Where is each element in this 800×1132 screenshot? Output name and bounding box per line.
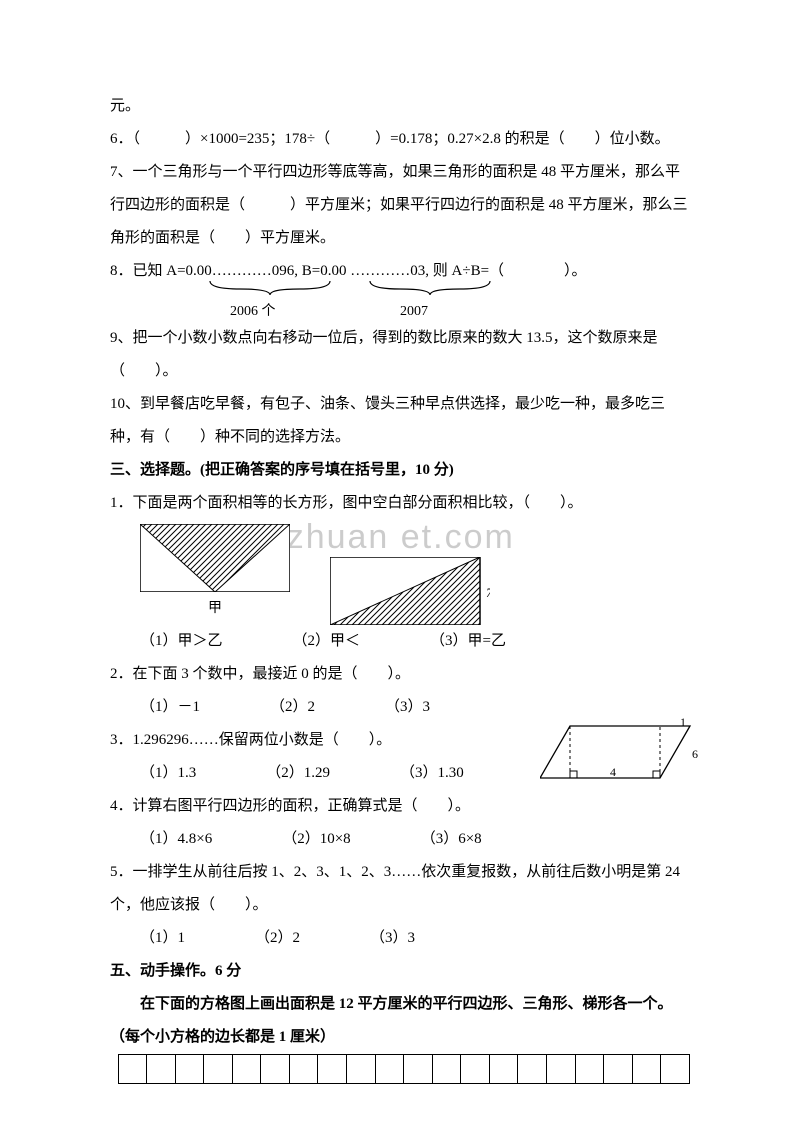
s3q1-figures: 甲 7 [140,524,690,625]
s3q4-opt3: （3）6×8 [421,823,482,856]
s3q4-opt2: （2）10×8 [282,823,350,856]
s5-text: 在下面的方格图上画出面积是 12 平方厘米的平行四边形、三角形、梯形各一个。（每… [110,988,690,1054]
s3q3-opt2: （2）1.29 [266,757,330,790]
q9: 9、把一个小数小数点向右移动一位后，得到的数比原来的数大 13.5，这个数原来是… [110,322,690,388]
s3q3-opt3: （3）1.30 [400,757,464,790]
s3q1: 1．下面是两个面积相等的长方形，图中空白部分面积相比较，（ ）。 [110,487,690,520]
s3q4: 4．计算右图平行四边形的面积，正确算式是（ ）。 [110,790,690,823]
grid-row [118,1054,690,1083]
s3q2-opt2: （2）2 [270,691,315,724]
s3q5-options: （1）1 （2）2 （3）3 [140,922,690,955]
rect-yi-svg: 7 [330,557,490,625]
s3q2-opt3: （3）3 [385,691,430,724]
figure-jia: 甲 [140,524,290,625]
svg-text:6: 6 [692,747,698,761]
parallelogram-figure: 1 6 4 [540,718,700,788]
s3q4-opt1: （1）4.8×6 [140,823,212,856]
svg-text:1: 1 [680,718,686,729]
s3q5: 5．一排学生从前往后按 1、2、3、1、2、3……依次重复报数，从前往后数小明是… [110,856,690,922]
svg-text:7: 7 [486,585,490,600]
q8-brace1-label: 2006 个 [230,297,276,328]
figure-jia-label: 甲 [140,594,290,625]
s3q3-opt1: （1）1.3 [140,757,196,790]
svg-text:4: 4 [610,765,616,779]
s3q1-opt3: （3）甲=乙 [430,625,506,658]
s3q1-opt1: （1）甲＞乙 [140,625,223,658]
s3q5-opt3: （3）3 [370,922,415,955]
rect-jia-svg [140,524,290,592]
q5-tail: 元。 [110,90,690,123]
s3q1-opt2: （2）甲＜ [293,625,361,658]
grid-table [118,1054,691,1084]
q7: 7、一个三角形与一个平行四边形等底等高，如果三角形的面积是 48 平方厘米，那么… [110,156,690,255]
section3-title: 三、选择题。(把正确答案的序号填在括号里，10 分) [110,454,690,487]
s3q1-options: （1）甲＞乙 （2）甲＜ （3）甲=乙 [140,625,690,658]
q10: 10、到早餐店吃早餐，有包子、油条、馒头三种早点供选择，最少吃一种，最多吃三种，… [110,388,690,454]
section5-title: 五、动手操作。6 分 [110,955,690,988]
q8-text: 8．已知 A=0.00…………096, B=0.00 …………03, 则 A÷B… [110,263,587,279]
figure-yi: 7 [330,557,490,625]
s3q5-opt1: （1）1 [140,922,185,955]
q6: 6．（ ）×1000=235；178÷（ ）=0.178；0.27×2.8 的积… [110,123,690,156]
s3q4-options: （1）4.8×6 （2）10×8 （3）6×8 [140,823,690,856]
q8: 8．已知 A=0.00…………096, B=0.00 …………03, 则 A÷B… [110,255,690,288]
q8-brace2-label: 2007 [400,297,428,328]
s3q2-opt1: （1）－1 [140,691,200,724]
s3q5-opt2: （2）2 [255,922,300,955]
s3q2: 2．在下面 3 个数中，最接近 0 的是（ ）。 [110,658,690,691]
